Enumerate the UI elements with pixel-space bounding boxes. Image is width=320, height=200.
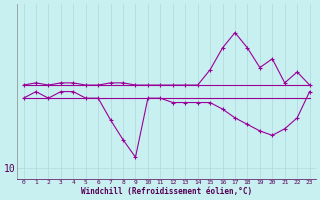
X-axis label: Windchill (Refroidissement éolien,°C): Windchill (Refroidissement éolien,°C) (81, 187, 252, 196)
